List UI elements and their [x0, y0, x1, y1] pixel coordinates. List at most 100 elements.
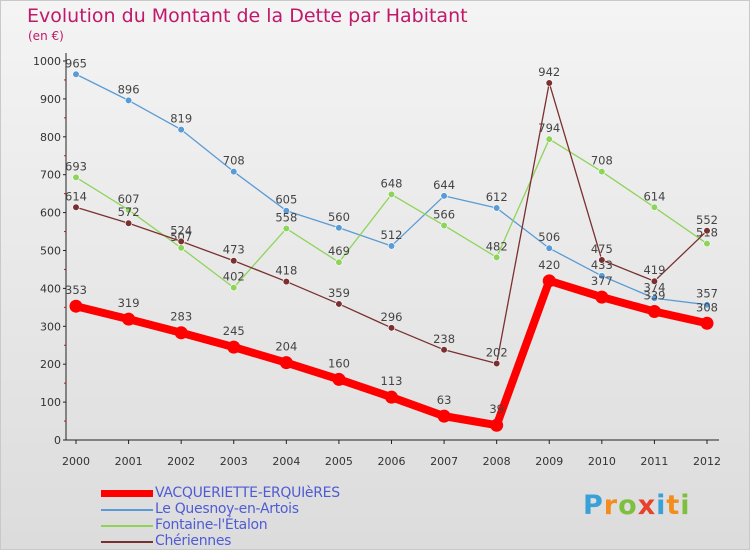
- logo-letter: t: [666, 490, 681, 521]
- data-label: 558: [275, 211, 297, 225]
- x-tick-label: 2007: [430, 455, 458, 468]
- data-point: [124, 206, 133, 214]
- data-label: 512: [381, 228, 403, 242]
- data-point: [542, 274, 556, 288]
- data-label: 319: [118, 296, 140, 310]
- x-tick-label: 2008: [483, 455, 511, 468]
- data-label: 693: [65, 159, 87, 173]
- data-point: [282, 207, 290, 215]
- legend-label: Chériennes: [155, 533, 232, 549]
- data-label: 572: [118, 205, 140, 219]
- data-point: [545, 135, 553, 143]
- x-tick-label: 2003: [220, 455, 248, 468]
- y-tick-label: 100: [40, 396, 61, 409]
- data-label: 308: [696, 300, 718, 314]
- data-point: [700, 316, 714, 330]
- data-label: 819: [170, 112, 192, 126]
- data-label: 552: [696, 213, 718, 227]
- data-point: [124, 219, 133, 227]
- data-label: 506: [538, 230, 560, 244]
- data-point: [595, 290, 609, 304]
- data-point: [230, 168, 238, 176]
- data-label: 566: [433, 207, 455, 221]
- logo-letter: i: [656, 490, 667, 521]
- logo-letter: o: [618, 490, 638, 521]
- data-point: [545, 79, 553, 87]
- x-tick-label: 2006: [378, 455, 406, 468]
- data-label: 708: [223, 154, 245, 168]
- data-label: 605: [275, 193, 297, 207]
- data-point: [598, 272, 606, 280]
- data-label: 402: [223, 270, 245, 284]
- data-point: [703, 240, 711, 248]
- data-point: [227, 340, 241, 354]
- data-point: [122, 312, 136, 326]
- data-point: [385, 390, 398, 404]
- data-label: 708: [591, 154, 613, 168]
- data-point: [598, 256, 606, 264]
- y-tick-label: 200: [40, 358, 61, 371]
- data-point: [703, 301, 711, 309]
- data-point: [440, 221, 448, 230]
- legend-swatch: [101, 509, 153, 511]
- data-point: [493, 204, 501, 212]
- data-label: 965: [65, 56, 87, 70]
- data-label: 644: [433, 178, 455, 192]
- data-label: 202: [486, 345, 508, 359]
- data-label: 353: [65, 283, 87, 297]
- data-label: 433: [591, 258, 613, 272]
- x-tick-label: 2009: [535, 455, 563, 468]
- x-tick-label: 2000: [62, 455, 90, 468]
- data-label: 296: [381, 310, 403, 324]
- chart-subtitle: (en €): [28, 29, 64, 43]
- data-point: [598, 168, 606, 176]
- data-label: 113: [381, 374, 403, 388]
- data-point: [647, 305, 661, 319]
- legend-swatch: [101, 541, 153, 543]
- x-tick-label: 2012: [693, 455, 721, 468]
- data-point: [279, 356, 293, 370]
- data-label: 377: [591, 274, 613, 288]
- y-tick-label: 900: [40, 93, 61, 106]
- logo-letter: x: [637, 490, 657, 521]
- data-point: [335, 224, 343, 232]
- x-tick-label: 2010: [588, 455, 616, 468]
- data-point: [282, 277, 290, 286]
- data-point: [440, 346, 448, 354]
- data-label: 204: [275, 340, 297, 354]
- data-point: [387, 324, 396, 332]
- legend-swatch: [101, 525, 153, 527]
- data-label: 283: [170, 310, 192, 324]
- data-point: [703, 227, 711, 235]
- data-point: [493, 359, 501, 368]
- data-point: [72, 70, 80, 78]
- legend-swatch: [101, 490, 153, 497]
- data-label: 612: [486, 190, 508, 204]
- data-point: [335, 258, 343, 266]
- data-point: [72, 203, 80, 211]
- data-label: 896: [118, 82, 140, 96]
- data-label: 39: [489, 402, 504, 416]
- y-tick-label: 700: [40, 169, 61, 182]
- logo-letter: i: [680, 490, 691, 521]
- y-tick-label: 400: [40, 282, 61, 295]
- y-tick-label: 0: [54, 434, 61, 447]
- data-point: [545, 244, 553, 252]
- data-point: [650, 294, 659, 302]
- y-tick-label: 800: [40, 131, 61, 144]
- data-point: [230, 257, 238, 265]
- x-tick-label: 2005: [325, 455, 353, 468]
- data-label: 469: [328, 244, 350, 258]
- data-point: [174, 326, 188, 340]
- logo-letter: r: [603, 490, 619, 521]
- logo-letter: P: [583, 490, 604, 521]
- data-label: 245: [223, 324, 245, 338]
- data-label: 473: [223, 243, 245, 257]
- data-label: 648: [381, 176, 403, 190]
- data-point: [72, 173, 80, 181]
- data-label: 614: [643, 189, 665, 203]
- data-label: 482: [486, 239, 508, 253]
- data-label: 419: [643, 263, 665, 277]
- data-label: 942: [538, 65, 560, 79]
